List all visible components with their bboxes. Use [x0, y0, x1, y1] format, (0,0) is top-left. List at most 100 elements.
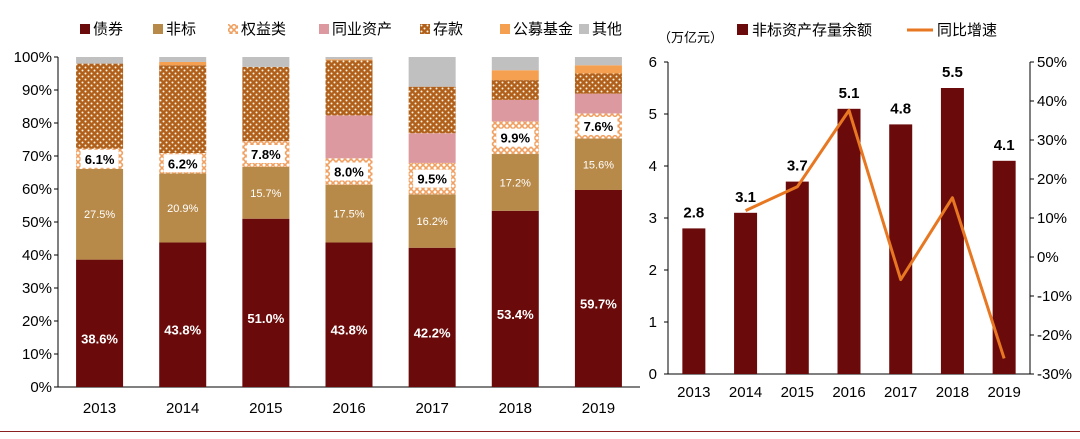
legend-label: 同业资产	[332, 21, 392, 38]
bar	[992, 160, 1016, 374]
bar-segment	[491, 210, 539, 387]
x-tick-label: 2018	[936, 384, 969, 401]
y-tick-label: 70%	[22, 148, 52, 165]
stacked-bar-chart: 0% 10% 20% 30% 40% 50% 60% 70% 80% 90% 100% 38.6% 27…	[14, 21, 640, 417]
x-tick-label: 2018	[499, 400, 532, 417]
data-label: 7.6%	[584, 119, 614, 134]
legend-label: 同比增速	[937, 22, 997, 39]
legend-label: 非标	[166, 21, 196, 38]
bar-segment	[159, 61, 207, 66]
data-label: 7.8%	[251, 147, 281, 162]
bar	[940, 88, 964, 374]
y-tick-label: 0%	[30, 379, 52, 396]
bar-segment	[408, 86, 456, 134]
legend-swatch	[500, 24, 510, 34]
data-label-bg	[80, 149, 119, 168]
data-label: 43.8%	[164, 323, 201, 338]
left-y-tick-label: 5	[649, 106, 657, 123]
data-label-bg	[496, 128, 535, 147]
y-tick-label: 20%	[22, 313, 52, 330]
x-tick-label: 2014	[729, 384, 762, 401]
data-label: 51.0%	[247, 311, 284, 326]
right-y-tick-label: -10%	[1037, 288, 1072, 305]
data-label-bg	[413, 169, 452, 188]
data-label: 6.1%	[85, 152, 115, 167]
bar-value-label: 3.1	[735, 189, 756, 206]
bar-segment	[491, 57, 539, 71]
right-y-tick-label: 50%	[1037, 54, 1067, 71]
right-y-tick-label: 10%	[1037, 210, 1067, 227]
left-y-tick-label: 1	[649, 314, 657, 331]
data-label: 20.9%	[167, 203, 198, 215]
y-tick-label: 60%	[22, 181, 52, 198]
x-tick-label: 2017	[884, 384, 917, 401]
bar-segment	[574, 65, 622, 74]
bar-segment	[574, 138, 622, 190]
bar-segment	[76, 63, 124, 149]
x-tick-label: 2013	[83, 400, 116, 417]
x-tick-label: 2016	[832, 384, 865, 401]
data-label: 8.0%	[334, 165, 364, 180]
right-y-tick-label: -20%	[1037, 327, 1072, 344]
right-y-tick-label: 20%	[1037, 171, 1067, 188]
bar-segment	[76, 168, 124, 260]
bar-segment	[408, 133, 456, 163]
right-y-tick-label: 40%	[1037, 93, 1067, 110]
bar-segment	[325, 60, 373, 116]
bar	[785, 181, 809, 374]
bar-value-label: 4.8	[890, 100, 911, 117]
bar	[682, 228, 706, 374]
left-y-tick-label: 0	[649, 366, 657, 383]
bar-segment	[408, 57, 456, 87]
x-tick-label: 2015	[249, 400, 282, 417]
legend-label: 权益类	[241, 21, 286, 38]
bar-segment	[159, 57, 207, 62]
right-y-tick-label: 30%	[1037, 132, 1067, 149]
x-tick-label: 2013	[677, 384, 710, 401]
bar-value-label: 4.1	[994, 137, 1015, 154]
legend-label: 非标资产存量余额	[752, 21, 872, 39]
bar-value-label: 3.7	[787, 158, 808, 175]
bar-segment	[574, 57, 622, 66]
bar-segment	[408, 194, 456, 248]
data-label: 53.4%	[497, 307, 534, 322]
bar-segment	[242, 57, 290, 67]
x-tick-label: 2019	[987, 384, 1020, 401]
bar	[889, 124, 913, 375]
bar-segment	[491, 70, 539, 81]
bar	[837, 108, 861, 375]
bar-segment	[491, 99, 539, 122]
y-tick-label: 80%	[22, 115, 52, 132]
data-label: 6.2%	[168, 156, 198, 171]
data-label-bg	[330, 162, 368, 181]
left-y-tick-label: 3	[649, 210, 657, 227]
x-tick-label: 2014	[166, 400, 199, 417]
right-y-tick-label: 0%	[1037, 249, 1059, 266]
y-tick-label: 50%	[22, 214, 52, 231]
bar-segment	[242, 218, 290, 387]
y-tick-label: 90%	[22, 82, 52, 99]
legend-swatch	[153, 24, 163, 34]
y-tick-label: 30%	[22, 280, 52, 297]
bar-segment	[76, 57, 124, 64]
data-label: 17.5%	[333, 209, 364, 221]
data-label: 15.7%	[250, 188, 281, 200]
bar-segment	[325, 184, 373, 243]
data-label: 27.5%	[84, 209, 115, 221]
data-label: 9.9%	[500, 131, 530, 146]
bar-segment	[159, 173, 207, 243]
data-label-bg	[163, 154, 202, 173]
bar-segment	[159, 65, 207, 154]
y-tick-label: 40%	[22, 247, 52, 264]
data-label: 17.2%	[500, 177, 531, 189]
bar-segment	[491, 80, 539, 100]
legend-swatch	[319, 24, 329, 34]
data-label-bg	[579, 116, 618, 135]
x-tick-label: 2017	[415, 400, 448, 417]
bar-segment	[325, 242, 373, 387]
data-label: 16.2%	[417, 216, 448, 228]
bar-segment	[325, 115, 373, 159]
bar-value-label: 5.5	[942, 64, 963, 81]
data-label: 42.2%	[414, 325, 451, 340]
